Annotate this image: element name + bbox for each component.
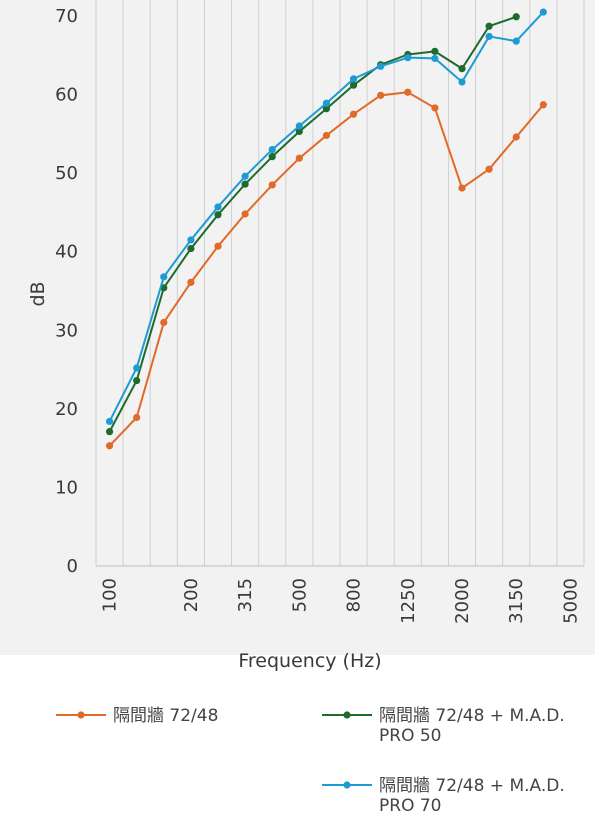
data-point	[241, 180, 249, 188]
data-point	[268, 145, 276, 154]
y-tick-label: 40	[55, 242, 78, 263]
x-tick-label: 3150	[506, 578, 527, 624]
data-point	[404, 88, 412, 96]
data-point	[241, 172, 249, 180]
data-point	[458, 184, 466, 192]
data-point	[295, 154, 303, 162]
x-axis-title: Frequency (Hz)	[238, 650, 381, 672]
data-point	[377, 62, 385, 70]
y-tick-label: 30	[55, 320, 78, 341]
data-point	[349, 81, 358, 89]
data-point	[160, 273, 168, 281]
data-point	[214, 211, 222, 219]
plot-area	[0, 0, 595, 655]
x-tick-label: 5000	[560, 578, 581, 624]
data-point	[105, 428, 114, 436]
y-tick-label: 50	[55, 163, 78, 184]
legend-marker	[343, 781, 351, 789]
data-point	[214, 203, 222, 211]
data-point	[214, 242, 222, 250]
x-axis: 100 200 315 500 800 1250 2000 3150 5000	[100, 578, 582, 624]
data-point	[268, 153, 276, 161]
x-tick-label: 200	[181, 578, 202, 612]
data-point	[133, 376, 141, 385]
legend-label: 隔間牆 72/48 + M.A.D. PRO 70	[379, 776, 565, 816]
series-layer	[105, 8, 547, 450]
data-point	[458, 65, 466, 73]
y-tick-label: 10	[55, 477, 78, 498]
y-tick-label: 70	[55, 6, 78, 27]
data-point	[133, 364, 141, 372]
data-point	[485, 165, 493, 173]
data-point	[431, 47, 439, 55]
y-tick-label: 60	[55, 85, 78, 106]
data-point	[133, 413, 141, 422]
y-axis: 0 10 20 30 40 50 60 70	[55, 6, 78, 577]
x-tick-label: 500	[289, 578, 310, 612]
legend-label: 隔間牆 72/48 + M.A.D. PRO 50	[379, 706, 565, 746]
data-point	[105, 442, 114, 450]
data-point	[160, 318, 168, 327]
data-point	[377, 91, 385, 99]
data-point	[485, 32, 493, 41]
legend-label: 隔間牆 72/48	[113, 706, 218, 726]
legend-item-2: 隔間牆 72/48 + M.A.D. PRO 50	[322, 706, 565, 746]
data-point	[241, 210, 249, 218]
data-point	[322, 99, 331, 107]
grid	[95, 0, 585, 566]
data-point	[295, 122, 303, 130]
data-point	[295, 127, 303, 136]
y-axis-title: dB	[27, 281, 49, 306]
legend-marker	[343, 711, 351, 719]
data-point	[268, 181, 276, 189]
x-tick-label: 2000	[452, 578, 473, 624]
x-tick-label: 315	[235, 578, 256, 612]
data-point	[322, 105, 331, 113]
data-point	[458, 78, 466, 86]
data-point	[105, 417, 114, 426]
data-point	[431, 54, 439, 63]
series-line-3	[108, 11, 545, 422]
x-tick-label: 800	[344, 578, 365, 612]
data-point	[349, 110, 358, 118]
legend: 隔間牆 72/48 隔間牆 72/48 + M.A.D. PRO 50 隔間牆 72/…	[56, 706, 565, 816]
series-line-1	[108, 91, 545, 447]
data-point	[349, 75, 358, 83]
x-tick-label: 1250	[398, 578, 419, 624]
legend-item-3: 隔間牆 72/48 + M.A.D. PRO 70	[322, 776, 565, 816]
data-point	[512, 37, 520, 45]
data-point	[187, 236, 195, 244]
data-point	[485, 22, 493, 30]
data-point	[187, 278, 195, 286]
data-point	[539, 101, 547, 109]
legend-marker	[77, 711, 85, 719]
data-point	[322, 131, 331, 140]
data-point	[512, 133, 520, 141]
data-point	[512, 13, 520, 21]
x-tick-label: 100	[100, 578, 121, 612]
data-point	[187, 244, 195, 253]
data-point	[431, 104, 439, 112]
y-tick-label: 20	[55, 399, 78, 420]
data-point	[404, 54, 412, 62]
legend-item-1: 隔間牆 72/48	[56, 706, 218, 726]
y-tick-label: 0	[67, 556, 78, 577]
series-line-2	[108, 15, 517, 433]
data-point	[539, 8, 547, 16]
